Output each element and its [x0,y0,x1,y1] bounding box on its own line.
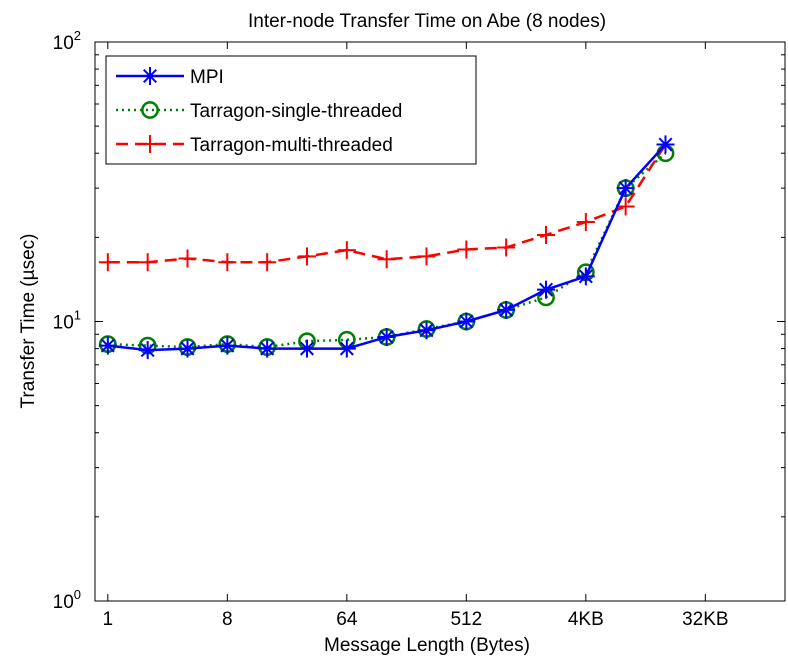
series-layer [98,135,675,360]
x-tick-label: 32KB [682,609,728,630]
marker-circle [141,101,159,119]
legend-box [105,55,477,165]
x-tick-label: 8 [222,609,233,630]
marker-asterisk [260,341,275,356]
legend: MPI Tarragon-single-threaded Tarragon-mult… [105,55,477,165]
marker-asterisk [459,314,474,329]
marker-asterisk [100,338,115,353]
marker-asterisk [299,341,315,356]
x-tick-label: 64 [336,609,358,630]
legend-entry: MPI [116,67,224,88]
legend-entry: Tarragon-multi-threaded [116,135,393,156]
legend-label: Tarragon-multi-threaded [190,135,393,156]
marker-asterisk [180,341,195,356]
marker-asterisk [658,137,673,152]
marker-asterisk [339,341,354,356]
x-axis-label: Message Length (Bytes) [324,635,530,656]
y-tick-label: 101 [53,308,81,334]
x-tick-label: 4KB [568,609,604,630]
marker-asterisk [379,330,394,345]
chart-title: Inter-node Transfer Time on Abe (8 nodes… [248,11,606,32]
x-tick-label: 512 [450,609,482,630]
series-mpi [98,135,675,360]
y-tick-label: 102 [53,28,81,54]
marker-asterisk [220,338,235,353]
x-tick-label: 1 [103,609,114,630]
axis-ticks: 1 8 64 512 4KB 32KB 100 101 102 [53,28,785,630]
legend-label: Tarragon-single-threaded [190,101,402,122]
marker-asterisk [538,282,554,297]
marker-asterisk [578,269,593,284]
y-tick-label: 100 [53,587,81,613]
legend-label: MPI [190,67,224,88]
series-tarragon-multi-threaded [98,135,675,272]
marker-asterisk [142,68,158,84]
legend-entry: Tarragon-single-threaded [116,101,402,122]
marker-asterisk [618,181,633,196]
y-axis-label: Transfer Time (µsec) [18,234,39,409]
marker-asterisk [140,343,155,358]
marker-asterisk [499,302,514,317]
marker-asterisk [419,323,434,338]
